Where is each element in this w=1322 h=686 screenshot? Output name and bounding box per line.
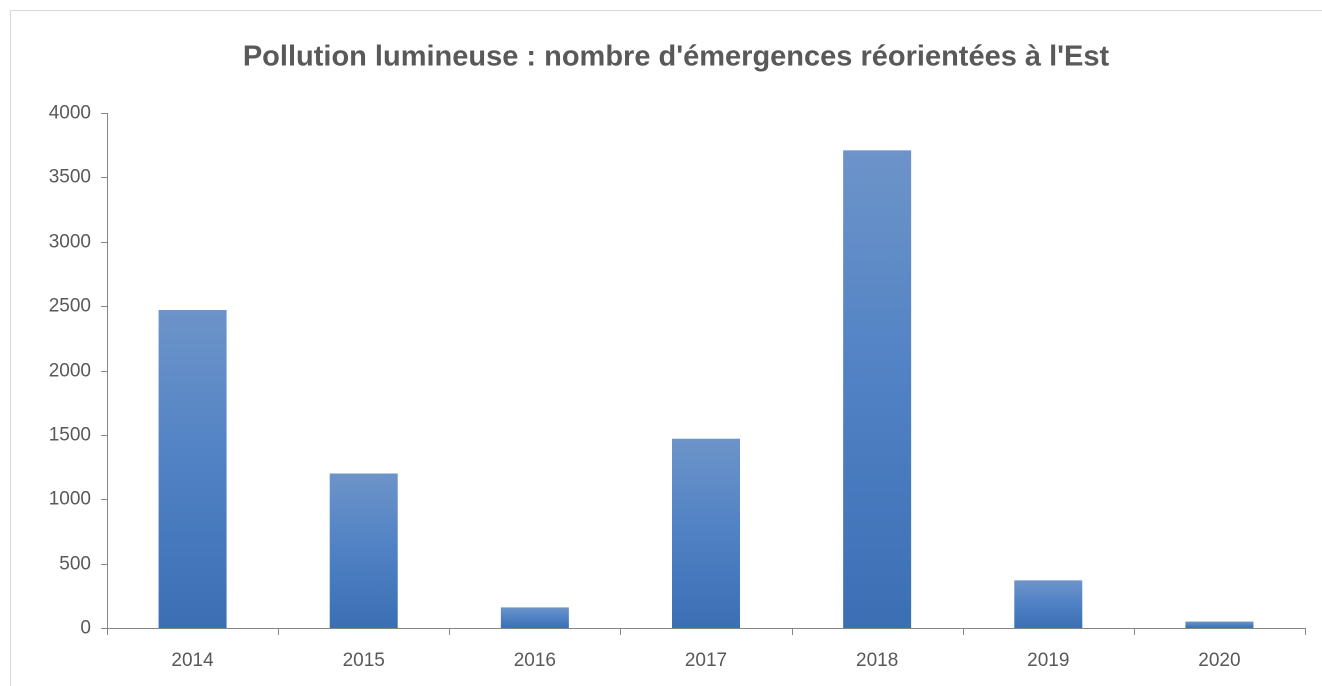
x-tick-label: 2018 (856, 650, 898, 671)
y-tick-label: 4000 (49, 103, 91, 124)
y-tick-label: 3500 (49, 167, 91, 188)
x-tick-label: 2015 (343, 650, 385, 671)
bar (500, 607, 569, 628)
y-tick-label: 2500 (49, 296, 91, 317)
x-tick-label: 2020 (1198, 650, 1240, 671)
y-tick-label: 1000 (49, 489, 91, 510)
bar (1185, 621, 1254, 628)
y-tick-label: 500 (59, 554, 91, 575)
y-tick-label: 1500 (49, 425, 91, 446)
bar (1014, 580, 1083, 628)
x-tick-label: 2014 (171, 650, 214, 671)
y-tick-label: 3000 (49, 232, 91, 253)
bar (672, 438, 740, 628)
chart-frame (10, 10, 1322, 686)
bar (158, 309, 227, 628)
y-tick-label: 0 (80, 618, 91, 639)
x-tick-label: 2017 (685, 650, 727, 671)
x-tick-label: 2016 (514, 650, 556, 671)
x-tick-label: 2019 (1027, 650, 1069, 671)
y-tick-label: 2000 (49, 361, 91, 382)
chart-title: Pollution lumineuse : nombre d'émergence… (243, 41, 1110, 73)
bar (843, 150, 912, 628)
bar (329, 473, 398, 628)
